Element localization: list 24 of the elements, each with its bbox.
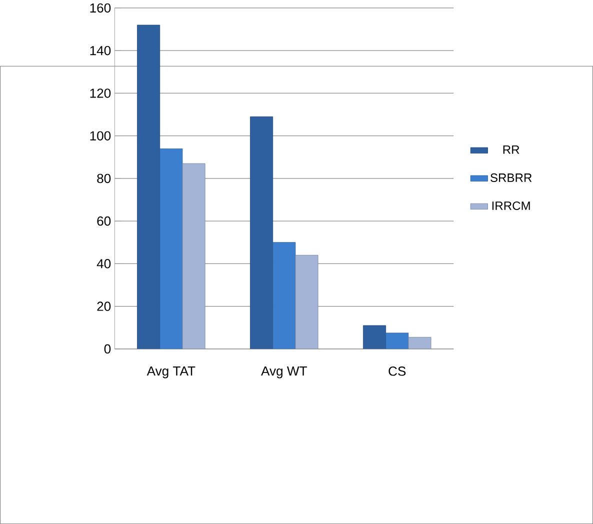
y-tick-label: 60	[97, 216, 111, 226]
x-tick-label: Avg WT	[261, 366, 307, 378]
bar	[386, 332, 409, 349]
y-tick-label: 120	[90, 88, 111, 98]
legend-label: IRRCM	[492, 201, 530, 210]
y-tick-label: 80	[97, 174, 111, 184]
y-tick-label: 100	[90, 131, 111, 140]
x-tick-label: CS	[388, 366, 406, 376]
y-tick-label: 40	[96, 259, 111, 268]
y-tick-label: 160	[90, 3, 111, 13]
bar	[408, 336, 432, 349]
bar	[250, 116, 274, 349]
bar	[160, 148, 183, 349]
legend-label: RR	[503, 145, 520, 154]
legend-label: SRBRR	[490, 173, 532, 182]
y-tick-label: 20	[97, 302, 111, 311]
y-tick-label: 140	[90, 46, 111, 56]
bar	[182, 163, 206, 349]
y-tick-label: 0	[104, 344, 111, 354]
bar	[137, 24, 160, 349]
bar	[363, 325, 386, 349]
bar	[272, 242, 296, 349]
x-tick-label: Avg TAT	[146, 366, 196, 378]
bar	[295, 254, 318, 349]
